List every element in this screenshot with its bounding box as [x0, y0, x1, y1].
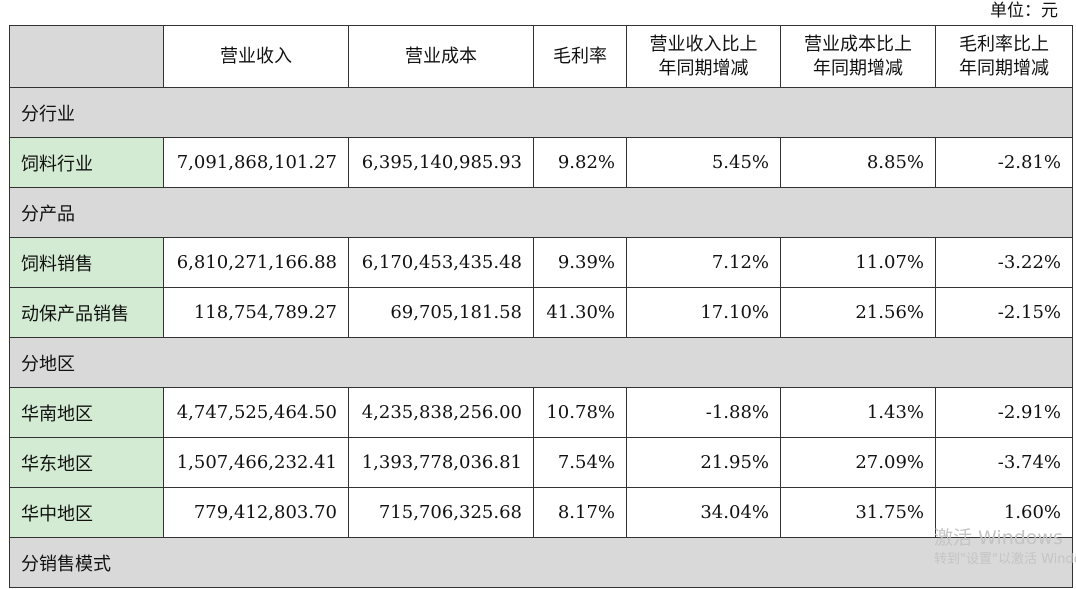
- table-row: 动保产品销售 118,754,789.27 69,705,181.58 41.3…: [9, 287, 1073, 338]
- header-revenue-change: 营业收入比上 年同期增减: [626, 25, 781, 88]
- margin-cell: 9.82%: [533, 137, 627, 188]
- header-gross-margin: 毛利率: [533, 25, 627, 88]
- revenue-cell: 118,754,789.27: [163, 287, 349, 338]
- section-title: 分产品: [9, 187, 1073, 238]
- header-revenue: 营业收入: [163, 25, 349, 88]
- header-cost-change-line2: 年同期增减: [813, 57, 903, 79]
- header-revenue-change-line2: 年同期增减: [658, 57, 749, 79]
- revenue-change-cell: 34.04%: [626, 487, 781, 538]
- table-row: 华南地区 4,747,525,464.50 4,235,838,256.00 1…: [9, 387, 1073, 438]
- row-label: 动保产品销售: [9, 287, 164, 338]
- cost-change-cell: 31.75%: [780, 487, 936, 538]
- cost-cell: 6,170,453,435.48: [348, 237, 534, 288]
- cost-cell: 69,705,181.58: [348, 287, 534, 338]
- cost-cell: 1,393,778,036.81: [348, 437, 534, 488]
- cost-change-cell: 8.85%: [780, 137, 936, 188]
- margin-change-cell: -2.15%: [935, 287, 1073, 338]
- row-label: 华南地区: [9, 387, 164, 438]
- section-title: 分地区: [9, 337, 1073, 388]
- revenue-cell: 1,507,466,232.41: [163, 437, 349, 488]
- section-row-industry: 分行业: [9, 87, 1073, 138]
- table-row: 饲料行业 7,091,868,101.27 6,395,140,985.93 9…: [9, 137, 1073, 188]
- revenue-cell: 4,747,525,464.50: [163, 387, 349, 438]
- revenue-cell: 6,810,271,166.88: [163, 237, 349, 288]
- revenue-cell: 779,412,803.70: [163, 487, 349, 538]
- header-margin-change: 毛利率比上 年同期增减: [935, 25, 1073, 88]
- section-title: 分销售模式: [9, 537, 1073, 588]
- revenue-change-cell: 7.12%: [626, 237, 781, 288]
- revenue-change-cell: 5.45%: [626, 137, 781, 188]
- row-label: 饲料行业: [9, 137, 164, 188]
- row-label: 华东地区: [9, 437, 164, 488]
- header-cost-change-line1: 营业成本比上: [804, 33, 912, 55]
- cost-cell: 6,395,140,985.93: [348, 137, 534, 188]
- table-header-row: 营业收入 营业成本 毛利率 营业收入比上 年同期增减 营业成本比上 年同期增减 毛利…: [9, 25, 1073, 88]
- cost-change-cell: 11.07%: [780, 237, 936, 288]
- header-cost-change: 营业成本比上 年同期增减: [780, 25, 936, 88]
- margin-cell: 7.54%: [533, 437, 627, 488]
- table-row: 华中地区 779,412,803.70 715,706,325.68 8.17%…: [9, 487, 1073, 538]
- table-row: 饲料销售 6,810,271,166.88 6,170,453,435.48 9…: [9, 237, 1073, 288]
- table-row: 华东地区 1,507,466,232.41 1,393,778,036.81 7…: [9, 437, 1073, 488]
- margin-change-cell: -2.81%: [935, 137, 1073, 188]
- unit-label: 单位：元: [990, 1, 1058, 21]
- header-corner-cell: [9, 25, 164, 88]
- margin-change-cell: -2.91%: [935, 387, 1073, 438]
- header-margin-change-line1: 毛利率比上: [959, 33, 1049, 55]
- revenue-change-cell: 17.10%: [626, 287, 781, 338]
- cost-change-cell: 1.43%: [780, 387, 936, 438]
- section-row-product: 分产品: [9, 187, 1073, 238]
- revenue-change-cell: -1.88%: [626, 387, 781, 438]
- margin-cell: 8.17%: [533, 487, 627, 538]
- margin-cell: 41.30%: [533, 287, 627, 338]
- financial-table: 营业收入 营业成本 毛利率 营业收入比上 年同期增减 营业成本比上 年同期增减 毛利…: [9, 25, 1073, 588]
- header-cost: 营业成本: [348, 25, 534, 88]
- row-label: 华中地区: [9, 487, 164, 538]
- revenue-cell: 7,091,868,101.27: [163, 137, 349, 188]
- section-title: 分行业: [9, 87, 1073, 138]
- margin-change-cell: -3.74%: [935, 437, 1073, 488]
- cost-cell: 715,706,325.68: [348, 487, 534, 538]
- header-revenue-change-line1: 营业收入比上: [649, 33, 758, 55]
- header-margin-change-line2: 年同期增减: [959, 57, 1049, 79]
- cost-change-cell: 27.09%: [780, 437, 936, 488]
- cost-change-cell: 21.56%: [780, 287, 936, 338]
- cost-cell: 4,235,838,256.00: [348, 387, 534, 438]
- section-row-sales-mode: 分销售模式: [9, 537, 1073, 588]
- margin-cell: 10.78%: [533, 387, 627, 438]
- margin-cell: 9.39%: [533, 237, 627, 288]
- revenue-change-cell: 21.95%: [626, 437, 781, 488]
- row-label: 饲料销售: [9, 237, 164, 288]
- margin-change-cell: -3.22%: [935, 237, 1073, 288]
- section-row-region: 分地区: [9, 337, 1073, 388]
- margin-change-cell: 1.60%: [935, 487, 1073, 538]
